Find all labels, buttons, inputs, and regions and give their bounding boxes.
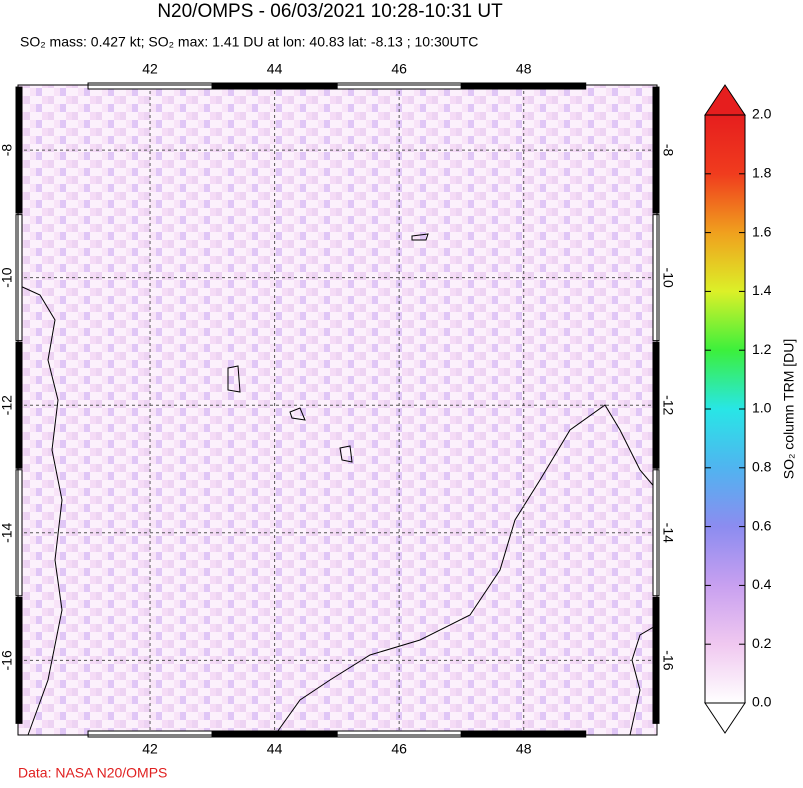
colorbar-tick-label: 0.6: [752, 517, 772, 533]
tick-mark: [652, 469, 660, 597]
coastline: [17, 233, 658, 736]
y-tick-label: -12: [0, 395, 15, 415]
x-tick-label: 42: [142, 61, 158, 77]
y-tick-label: -10: [0, 267, 15, 287]
tick-mark: [652, 86, 660, 214]
x-tick-label: 42: [142, 741, 158, 757]
tick-mark: [87, 82, 213, 90]
colorbar-tick-label: 1.8: [752, 165, 772, 181]
tick-mark: [15, 341, 23, 469]
y-tick-label: -8: [660, 144, 676, 157]
y-tick-label: -16: [0, 650, 15, 670]
y-tick-label: -10: [660, 268, 676, 288]
colorbar-tick-label: 1.0: [752, 400, 772, 416]
tick-mark: [87, 730, 213, 738]
x-tick-label: 44: [267, 741, 283, 757]
colorbar-tick-label: 1.2: [752, 341, 772, 357]
tick-mark: [15, 596, 23, 724]
tick-mark: [652, 214, 660, 342]
tick-mark: [212, 82, 338, 90]
x-tick-label: 48: [516, 741, 532, 757]
tick-mark: [212, 730, 338, 738]
tick-mark: [652, 341, 660, 469]
colorbar-tick-label: 2.0: [752, 106, 772, 122]
tick-mark: [336, 730, 462, 738]
y-tick-label: -8: [0, 144, 15, 157]
colorbar-tick-label: 0.8: [752, 459, 772, 475]
tick-mark: [461, 82, 587, 90]
colorbar-tick-label: 1.6: [752, 223, 772, 239]
chart-title: N20/OMPS - 06/03/2021 10:28-10:31 UT: [157, 1, 503, 22]
tick-mark: [652, 596, 660, 724]
x-tick-label: 48: [516, 61, 532, 77]
colorbar-top: [704, 84, 746, 116]
y-tick-label: -12: [660, 395, 676, 415]
tick-mark: [336, 82, 462, 90]
tick-mark: [461, 730, 587, 738]
subtitle: SO₂ mass: 0.427 kt; SO₂ max: 1.41 DU at …: [20, 34, 478, 50]
tick-mark: [15, 469, 23, 597]
tick-mark: [15, 86, 23, 214]
x-tick-label: 46: [391, 61, 407, 77]
x-tick-label: 44: [267, 61, 283, 77]
map-background: [18, 85, 657, 735]
colorbar-tick-label: 0.0: [752, 694, 772, 710]
y-tick-label: -16: [660, 650, 676, 670]
colorbar-bottom: [704, 702, 746, 734]
y-tick-label: -14: [0, 522, 15, 542]
source: Data: NASA N20/OMPS: [18, 765, 167, 781]
tick-mark: [15, 214, 23, 342]
colorbar-tick-label: 0.2: [752, 635, 772, 651]
x-tick-label: 46: [391, 741, 407, 757]
y-tick-label: -14: [660, 523, 676, 543]
colorbar-tick-label: 0.4: [752, 576, 772, 592]
colorbar-tick-label: 1.4: [752, 282, 772, 298]
colorbar-label: SO₂ column TRM [DU]: [781, 339, 797, 480]
map-frame: [17, 84, 658, 736]
